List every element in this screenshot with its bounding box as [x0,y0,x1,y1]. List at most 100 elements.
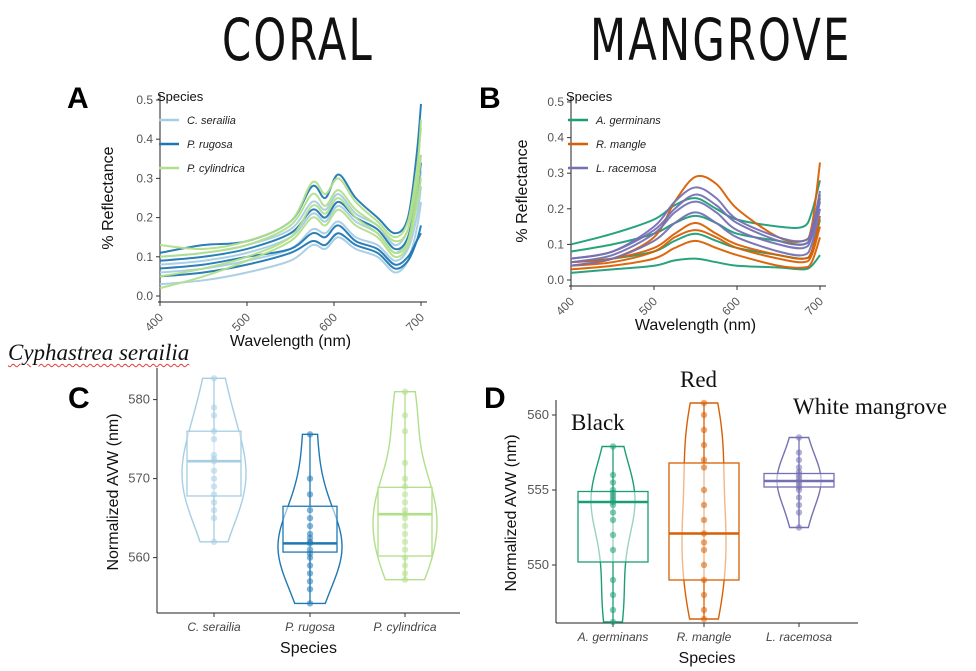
data-point [700,539,708,546]
data-point [700,411,708,419]
data-point [306,578,314,585]
legend-item-label: P. rugosa [187,139,233,151]
data-point [700,576,708,584]
series-line-rmangle [570,236,821,271]
y-tick-label: 0.4 [547,131,564,145]
data-point [609,516,617,524]
white-mangrove-annotation: White mangrove [793,394,947,419]
data-point [401,412,409,419]
series-line-rmangle [570,226,821,267]
x-category-label: C. serailia [187,620,241,634]
data-point [306,562,314,569]
data-point [700,591,708,599]
data-point [306,514,314,522]
data-point [401,388,409,395]
data-point [795,524,803,531]
series-line-agerminans [570,254,821,274]
data-point [609,576,617,584]
data-point [401,459,409,466]
data-point [401,475,409,482]
coral-heading: CORAL [222,6,374,74]
data-point [210,483,218,490]
data-point [306,491,314,498]
data-point [306,554,314,561]
data-point [609,606,617,614]
y-tick-label: 560 [527,407,549,422]
x-axis-label: Species [280,640,337,657]
y-tick-label: 0.4 [136,132,153,146]
y-axis-label: Normalized AVW (nm) [105,413,122,570]
data-point [401,576,409,583]
legend-title: Species [566,89,613,104]
data-point [700,464,708,471]
y-tick-label: 0.1 [547,237,564,251]
species-annotation-text: Cyphastrea serailia [8,340,190,365]
y-tick-label: 555 [527,482,549,497]
data-point [210,412,218,419]
data-point [609,501,617,509]
data-point [306,570,314,577]
data-point [401,562,409,569]
species-annotation: Cyphastrea serailia [8,340,189,366]
data-point [401,554,409,561]
legend-item-label: L. racemosa [596,163,657,175]
data-point [401,514,409,522]
data-point [210,375,218,382]
legend-item-label: A. germinans [595,115,661,127]
y-tick-label: 0.0 [136,289,153,303]
data-point [609,443,617,450]
data-point [795,456,803,464]
y-tick-label: 0.3 [547,166,564,180]
y-tick-label: 0.1 [136,250,153,264]
violin-outline [277,433,343,605]
data-point [306,507,314,514]
data-point [306,522,314,530]
data-point [700,456,708,464]
data-point [609,618,617,626]
data-point [700,486,708,494]
panel-label-c: C [68,382,90,415]
data-point [795,501,803,509]
data-point [210,538,218,545]
series-line-lracemosa [570,208,821,267]
series-line-pcylindrica [159,119,422,258]
panel-label-b: B [479,82,501,115]
legend-item-label: C. serailia [187,115,236,127]
y-tick-label: 570 [128,471,150,486]
series-line-lracemosa [570,186,821,260]
x-axis-label: Wavelength (nm) [635,317,756,334]
x-category-label: P. cylindrica [373,620,436,634]
y-tick-label: 0.5 [136,93,153,107]
data-point [210,499,218,506]
data-point [700,441,708,449]
data-point [795,449,803,456]
data-point [210,514,218,522]
data-point [609,509,617,516]
y-tick-label: 580 [128,392,150,407]
data-point [306,431,314,438]
y-tick-label: 0.5 [547,95,564,109]
data-point [401,546,409,553]
legend-item-label: P. cylindrica [187,163,245,175]
y-tick-label: 0.2 [547,202,564,216]
data-point [210,507,218,514]
series-line-pcylindrica [159,154,422,278]
panel-label-a: A [67,82,89,115]
legend-item-label: R. mangle [596,139,646,151]
data-point [401,499,409,506]
data-point [700,501,708,509]
data-point [401,522,409,530]
violin-outline [372,391,438,581]
data-point [210,491,218,498]
mangrove-heading: MANGROVE [590,6,852,74]
data-point [700,546,708,554]
data-point [795,509,803,516]
data-point [401,530,409,538]
data-point [795,486,803,494]
data-point [401,538,409,545]
x-axis-label: Wavelength (nm) [230,333,351,350]
data-point [700,516,708,524]
data-point [700,399,708,407]
x-category-label: A. germinans [577,630,649,644]
